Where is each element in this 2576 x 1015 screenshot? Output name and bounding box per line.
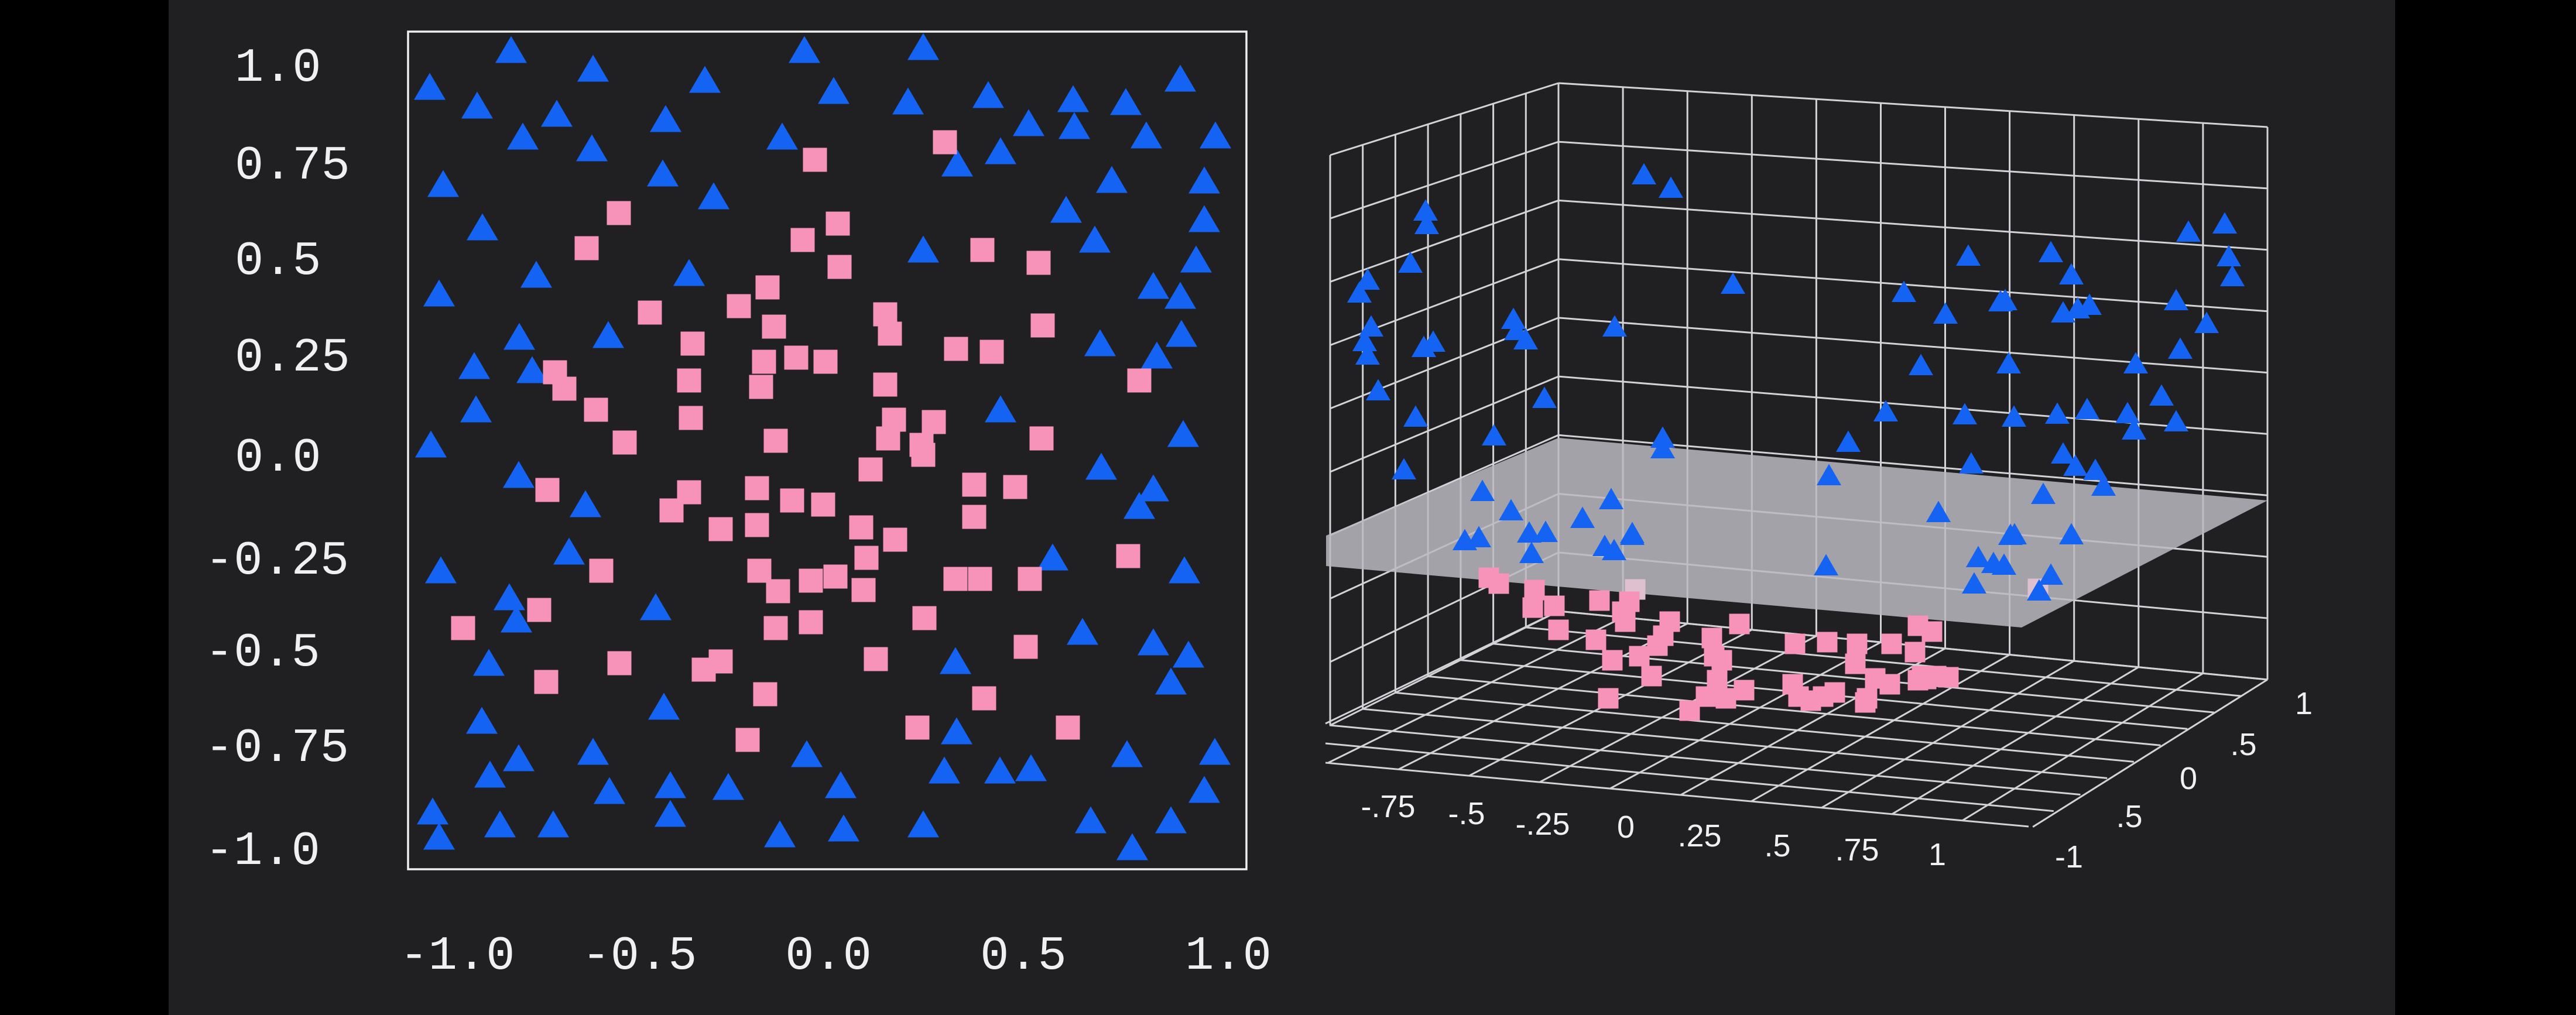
- svg-text:-.75: -.75: [1361, 789, 1415, 824]
- svg-text:-0.25: -0.25: [205, 534, 349, 588]
- svg-text:0.0: 0.0: [785, 929, 872, 983]
- svg-text:1: 1: [2295, 686, 2313, 721]
- svg-text:-1.0: -1.0: [205, 824, 320, 879]
- svg-text:1.0: 1.0: [235, 41, 321, 95]
- svg-text:-0.5: -0.5: [205, 626, 320, 680]
- svg-text:.5: .5: [2230, 727, 2256, 762]
- svg-text:0.75: 0.75: [235, 139, 350, 193]
- svg-text:.5: .5: [2116, 799, 2142, 834]
- svg-text:-.5: -.5: [1448, 796, 1485, 831]
- svg-text:1.0: 1.0: [1185, 929, 1272, 983]
- svg-text:0.0: 0.0: [235, 431, 321, 485]
- svg-text:.5: .5: [1764, 828, 1790, 863]
- svg-text:0.25: 0.25: [235, 331, 350, 385]
- svg-text:-1.0: -1.0: [400, 929, 515, 983]
- svg-text:0: 0: [1617, 810, 1635, 845]
- svg-text:0.5: 0.5: [235, 234, 321, 289]
- svg-text:0.5: 0.5: [980, 929, 1067, 983]
- svg-text:.75: .75: [1835, 832, 1879, 867]
- svg-text:-1: -1: [2055, 839, 2083, 875]
- svg-text:1: 1: [1928, 837, 1946, 872]
- svg-text:.25: .25: [1677, 818, 1721, 853]
- svg-text:-0.75: -0.75: [205, 721, 349, 776]
- svg-text:-.25: -.25: [1515, 807, 1570, 842]
- svg-text:0: 0: [2180, 761, 2197, 796]
- svg-text:-0.5: -0.5: [582, 929, 697, 983]
